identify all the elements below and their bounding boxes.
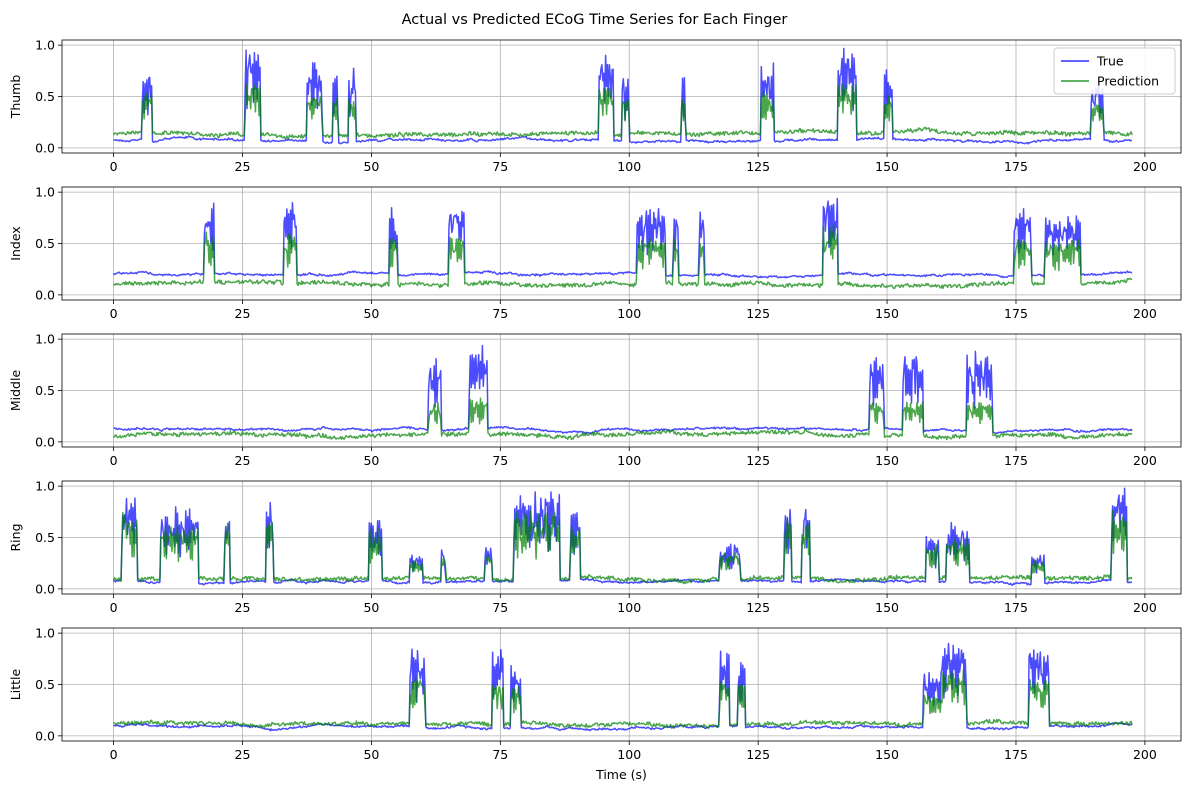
x-tick-label: 125 xyxy=(746,306,770,321)
x-tick-label: 75 xyxy=(492,306,508,321)
y-tick-label: 1.0 xyxy=(35,626,55,641)
y-tick-label: 0.5 xyxy=(35,383,55,398)
x-tick-label: 25 xyxy=(235,600,251,615)
y-axis-label: Little xyxy=(8,668,23,700)
series-line-prediction xyxy=(112,82,1133,140)
x-tick-label: 150 xyxy=(875,306,899,321)
x-tick-label: 50 xyxy=(363,306,379,321)
x-tick-label: 0 xyxy=(110,600,118,615)
subplot-middle: 0 25 50 75 100 125 150 175 200 0.0 0.5 1.0 Middle xyxy=(8,332,1182,468)
x-axis-label: Time (s) xyxy=(595,767,647,782)
x-tick-label: 75 xyxy=(492,747,508,762)
series-line-true xyxy=(113,344,1133,435)
x-tick-label: 200 xyxy=(1133,453,1157,468)
x-tick-label: 200 xyxy=(1133,306,1157,321)
x-tick-label: 0 xyxy=(110,453,118,468)
y-tick-label: 1.0 xyxy=(35,332,55,347)
y-tick-label: 0.0 xyxy=(35,581,55,596)
legend: True Prediction xyxy=(1053,47,1176,95)
x-tick-label: 0 xyxy=(110,159,118,174)
x-tick-label: 200 xyxy=(1133,747,1157,762)
x-tick-label: 25 xyxy=(235,159,251,174)
x-tick-label: 25 xyxy=(235,453,251,468)
y-tick-label: 0.0 xyxy=(35,287,55,302)
series-line-true xyxy=(113,642,1133,732)
x-tick-label: 125 xyxy=(746,453,770,468)
series-line-true xyxy=(113,197,1133,279)
x-tick-label: 50 xyxy=(363,747,379,762)
x-tick-label: 125 xyxy=(746,159,770,174)
x-tick-label: 175 xyxy=(1004,306,1028,321)
x-tick-label: 75 xyxy=(492,159,508,174)
subplot-ring: 0 25 50 75 100 125 150 175 200 0.0 0.5 1.0 Ring xyxy=(8,479,1182,615)
subplot-thumb: 0 25 50 75 100 125 150 175 200 0.0 0.5 1.0 Thumb True… xyxy=(8,38,1182,174)
y-axis-label: Ring xyxy=(8,523,23,551)
x-tick-label: 175 xyxy=(1004,747,1028,762)
legend-label-prediction: Prediction xyxy=(1097,74,1159,89)
y-tick-label: 0.0 xyxy=(35,434,55,449)
x-tick-label: 175 xyxy=(1004,600,1028,615)
x-tick-label: 200 xyxy=(1133,600,1157,615)
x-tick-label: 100 xyxy=(617,747,641,762)
x-tick-label: 125 xyxy=(746,747,770,762)
x-tick-label: 100 xyxy=(617,159,641,174)
x-tick-label: 50 xyxy=(363,159,379,174)
x-tick-label: 0 xyxy=(110,747,118,762)
x-tick-label: 100 xyxy=(617,306,641,321)
x-tick-label: 0 xyxy=(110,306,118,321)
y-axis-label: Thumb xyxy=(8,75,23,120)
y-axis-label: Middle xyxy=(8,370,23,412)
y-tick-label: 0.5 xyxy=(35,236,55,251)
x-tick-label: 150 xyxy=(875,600,899,615)
x-tick-label: 175 xyxy=(1004,159,1028,174)
series-line-prediction xyxy=(113,224,1133,290)
x-tick-label: 75 xyxy=(492,453,508,468)
series-line-prediction xyxy=(113,397,1133,441)
series-line-true xyxy=(113,487,1133,586)
x-tick-label: 25 xyxy=(235,747,251,762)
x-tick-label: 100 xyxy=(617,600,641,615)
x-tick-label: 75 xyxy=(492,600,508,615)
legend-box xyxy=(1053,47,1176,95)
y-tick-label: 0.0 xyxy=(35,140,55,155)
x-tick-label: 200 xyxy=(1133,159,1157,174)
x-tick-label: 125 xyxy=(746,600,770,615)
series-line-prediction xyxy=(113,669,1133,729)
x-tick-label: 150 xyxy=(875,747,899,762)
y-tick-label: 0.5 xyxy=(35,677,55,692)
x-tick-label: 150 xyxy=(875,159,899,174)
x-tick-label: 150 xyxy=(875,453,899,468)
x-tick-label: 25 xyxy=(235,306,251,321)
y-tick-label: 0.5 xyxy=(35,89,55,104)
series-line-true xyxy=(113,47,1132,145)
legend-label-true: True xyxy=(1096,54,1124,69)
figure-title: Actual vs Predicted ECoG Time Series for… xyxy=(402,12,788,28)
y-tick-label: 1.0 xyxy=(35,38,55,53)
x-tick-label: 175 xyxy=(1004,453,1028,468)
y-tick-label: 0.5 xyxy=(35,530,55,545)
y-tick-label: 1.0 xyxy=(35,185,55,200)
x-tick-label: 50 xyxy=(363,453,379,468)
y-axis-label: Index xyxy=(8,226,23,260)
subplots: 0 25 50 75 100 125 150 175 200 0.0 0.5 1.0 Thumb True… xyxy=(8,38,1182,782)
y-tick-label: 1.0 xyxy=(35,479,55,494)
subplot-index: 0 25 50 75 100 125 150 175 200 0.0 0.5 1.0 Index xyxy=(8,185,1182,321)
subplot-little: 0 25 50 75 100 125 150 175 200 0.0 0.5 1.0 Little Tim… xyxy=(8,626,1182,782)
x-tick-label: 50 xyxy=(363,600,379,615)
x-tick-label: 100 xyxy=(617,453,641,468)
y-tick-label: 0.0 xyxy=(35,728,55,743)
series-line-prediction xyxy=(112,510,1133,585)
